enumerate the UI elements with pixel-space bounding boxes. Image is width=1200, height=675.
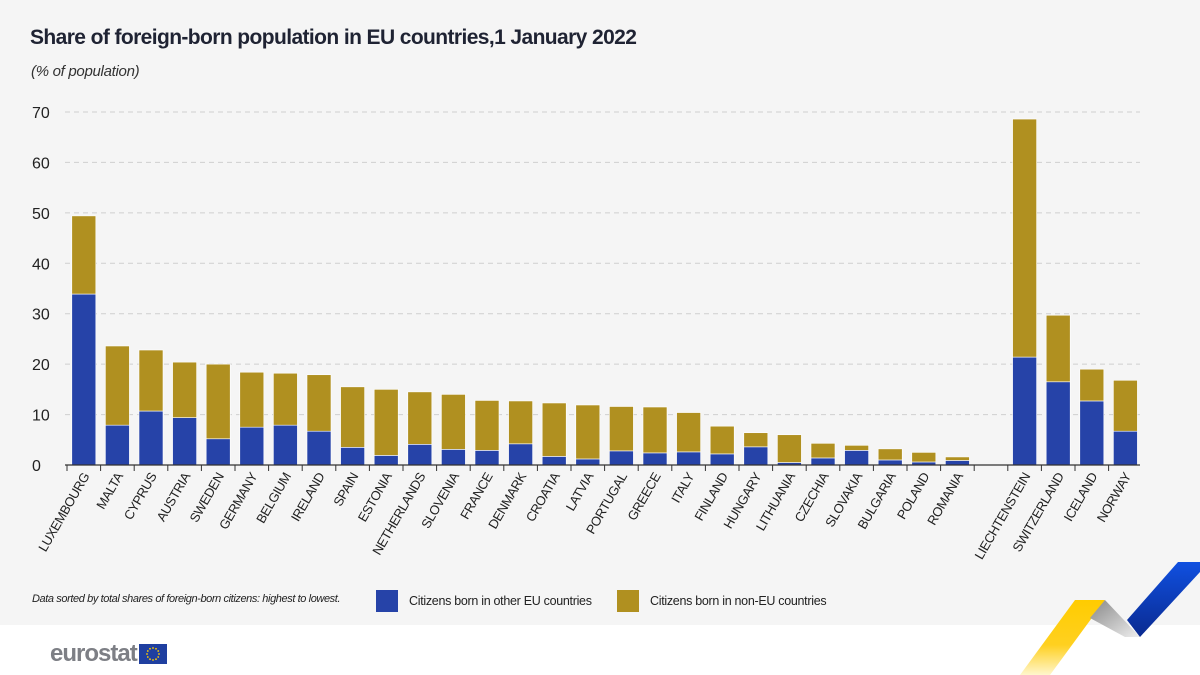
bar-non-eu bbox=[71, 215, 97, 295]
y-tick-label: 40 bbox=[32, 256, 50, 273]
y-tick-label: 30 bbox=[32, 307, 50, 324]
yellow-ribbon bbox=[1020, 600, 1105, 675]
bar-non-eu bbox=[743, 432, 769, 448]
gray-ribbon bbox=[1090, 600, 1140, 637]
bar-eu bbox=[1045, 381, 1071, 466]
bar-non-eu bbox=[810, 443, 836, 459]
bar-non-eu bbox=[1012, 118, 1037, 358]
logo-text: eurostat bbox=[50, 640, 138, 667]
legend-item-non-eu: Citizens born in non-EU countries bbox=[617, 590, 827, 612]
legend-label-eu: Citizens born in other EU countries bbox=[409, 594, 592, 608]
bar-non-eu bbox=[911, 452, 937, 463]
sort-note: Data sorted by total shares of foreign-b… bbox=[32, 593, 341, 605]
bar-non-eu bbox=[239, 371, 265, 428]
bar-non-eu bbox=[340, 386, 365, 448]
y-tick-label: 20 bbox=[32, 357, 50, 374]
chart-background bbox=[0, 0, 1200, 625]
bar-non-eu bbox=[575, 404, 601, 460]
eurostat-logo: eurostat bbox=[50, 640, 167, 668]
legend-item-eu: Citizens born in other EU countries bbox=[376, 590, 592, 612]
y-tick-label: 60 bbox=[32, 155, 50, 172]
bar-non-eu bbox=[642, 406, 668, 454]
y-tick-label: 70 bbox=[32, 105, 50, 122]
bar-non-eu bbox=[541, 402, 567, 457]
legend-swatch-eu bbox=[376, 590, 398, 612]
bar-non-eu bbox=[306, 374, 332, 432]
bar-non-eu bbox=[1079, 368, 1105, 402]
bar-non-eu bbox=[474, 400, 500, 451]
bar-non-eu bbox=[373, 389, 399, 456]
bar-non-eu bbox=[777, 434, 802, 463]
bar-non-eu bbox=[1045, 314, 1071, 383]
bar-eu bbox=[138, 410, 164, 466]
bar-eu bbox=[105, 424, 130, 466]
bar-eu bbox=[172, 417, 197, 466]
bar-eu bbox=[306, 430, 332, 466]
bar-non-eu bbox=[945, 456, 970, 461]
bar-non-eu bbox=[676, 412, 701, 453]
chart-title: Share of foreign-born population in EU c… bbox=[30, 26, 637, 49]
bar-non-eu bbox=[105, 345, 130, 426]
bar-eu bbox=[1012, 356, 1037, 466]
bar-non-eu bbox=[508, 400, 533, 445]
bar-non-eu bbox=[1113, 379, 1138, 432]
y-tick-label: 10 bbox=[32, 408, 50, 425]
bar-non-eu bbox=[407, 391, 433, 445]
eu-flag-icon bbox=[138, 644, 167, 664]
blue-ribbon bbox=[1127, 562, 1200, 637]
bar-non-eu bbox=[441, 394, 466, 450]
bar-non-eu bbox=[844, 445, 869, 451]
bar-non-eu bbox=[877, 448, 903, 461]
bar-non-eu bbox=[273, 372, 298, 426]
bar-non-eu bbox=[709, 425, 735, 455]
y-tick-label: 50 bbox=[32, 206, 50, 223]
bar-non-eu bbox=[205, 363, 231, 440]
bar-non-eu bbox=[172, 361, 197, 418]
bar-eu bbox=[205, 438, 231, 466]
bar-non-eu bbox=[138, 349, 164, 412]
bar-non-eu bbox=[609, 406, 634, 452]
chart-subtitle: (% of population) bbox=[31, 63, 140, 80]
legend-swatch-non-eu bbox=[617, 590, 639, 612]
legend-label-non-eu: Citizens born in non-EU countries bbox=[650, 594, 827, 608]
y-tick-label: 0 bbox=[32, 458, 41, 475]
bar-eu bbox=[239, 426, 265, 466]
